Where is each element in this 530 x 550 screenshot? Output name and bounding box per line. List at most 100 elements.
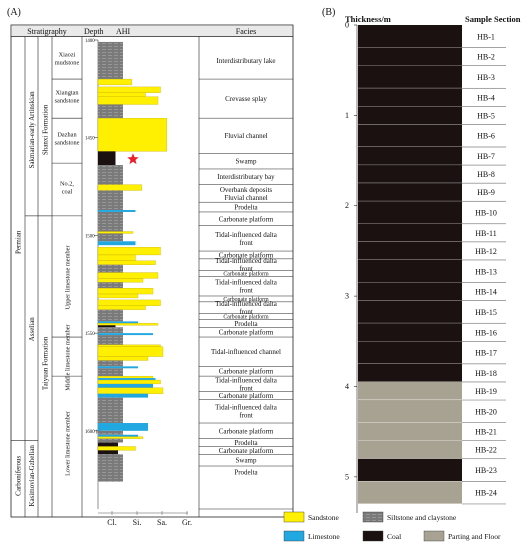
- facies-label: Swamp: [236, 457, 258, 465]
- grain-size-scale: Cl. Si. Sa. Gr.: [98, 511, 192, 527]
- sample-layer-coal: [358, 47, 462, 66]
- facies-label: Prodelta: [234, 468, 258, 476]
- member-label: Lower limestone member: [64, 410, 71, 476]
- lithology-column: [97, 41, 167, 482]
- sample-label: HB-1: [477, 32, 495, 41]
- sample-layer-coal: [358, 323, 462, 342]
- member-label: Xiangtan sandstone: [55, 90, 80, 105]
- legend-swatch-sandstone: [283, 511, 305, 523]
- facies-label: Interdistributary lake: [217, 57, 276, 65]
- sample-label: HB-22: [475, 446, 497, 455]
- sample-section-label: Sample Section: [465, 14, 521, 24]
- depth-tick-label: 1400: [85, 39, 95, 44]
- sample-layer-coal: [358, 363, 462, 382]
- header-facies: Facies: [236, 27, 256, 36]
- facies-label: Carbonate platform: [223, 271, 269, 278]
- facies-label: Tidal-influenced dalta front: [215, 231, 278, 247]
- system-label: Permian: [15, 230, 23, 254]
- facies-label: Tidal-influenced dalta front: [215, 404, 278, 420]
- lithology-bed-limestone: [98, 321, 138, 324]
- lithology-bed-sandstone: [97, 231, 134, 234]
- legend-swatch-coal: [362, 530, 384, 542]
- lithology-bed-sandstone: [97, 436, 144, 439]
- facies-label: Carbonate platform: [219, 392, 274, 400]
- lithology-bed-siltstone: [98, 190, 123, 211]
- lithology-bed-limestone: [98, 434, 138, 437]
- lithology-bed-limestone: [98, 393, 148, 398]
- sample-label: HB-11: [475, 229, 496, 238]
- depth-tick-label: 1550: [85, 332, 95, 337]
- sample-layer-coal: [358, 201, 462, 224]
- sample-layer-coal: [358, 223, 462, 242]
- lithology-bed-coal: [98, 450, 118, 455]
- sample-label: HB-13: [475, 267, 497, 276]
- lithology-bed-sandstone: [97, 254, 136, 261]
- lithology-bed-sandstone: [97, 260, 156, 265]
- sample-label: HB-23: [475, 466, 497, 475]
- sample-label: HB-2: [477, 53, 495, 62]
- panel-b-label: (B): [322, 7, 335, 18]
- header-stratigraphy: Stratigraphy: [27, 27, 67, 36]
- lithology-bed-sandstone: [97, 246, 161, 256]
- panel-a-frame: [10, 24, 294, 518]
- legend-swatch-siltstone: [362, 511, 384, 523]
- thickness-tick-label: 2: [345, 201, 349, 210]
- lithology-bed-limestone: [98, 333, 153, 336]
- sample-label: HB-17: [475, 349, 497, 358]
- facies-label: Crevasse splay: [225, 95, 267, 103]
- lithology-bed-siltstone: [98, 104, 123, 119]
- header-depth: Depth: [84, 27, 104, 36]
- sample-label: HB-12: [475, 247, 497, 256]
- header-ahi: AHI: [116, 27, 131, 36]
- sample-label: HB-8: [477, 170, 495, 179]
- thickness-tick-label: 1: [345, 111, 349, 120]
- member-label: Xiaozi mudstone: [55, 52, 80, 67]
- legend-swatch-parting: [423, 530, 445, 542]
- member-label: No.2, coal: [60, 180, 74, 195]
- legend: Sandstone Siltstone and claystone Limeston…: [283, 511, 501, 542]
- lithology-bed-sandstone: [97, 118, 167, 152]
- grain-gravel: Gr.: [182, 518, 192, 527]
- facies-label: Tidal-influenced dalta front: [215, 300, 278, 316]
- legend-label-sandstone: Sandstone: [308, 513, 340, 522]
- sample-layer-coal: [358, 183, 462, 202]
- stratigraphy-columns: Carboniferous Permian Kasimovian-Gzhelian A…: [11, 52, 82, 507]
- legend-swatch-limestone: [283, 530, 305, 542]
- facies-label: Carbonate platform: [219, 251, 274, 259]
- thickness-tick-label: 4: [345, 382, 349, 391]
- lithology-bed-sandstone: [97, 288, 154, 295]
- lithology-bed-siltstone: [98, 454, 123, 482]
- sample-label: HB-15: [475, 308, 497, 317]
- sample-layer-parting: [358, 440, 462, 459]
- formation-label: Taiyuan Formation: [42, 336, 50, 390]
- lithology-bed-siltstone: [98, 335, 123, 345]
- sample-label: HB-21: [475, 428, 497, 437]
- sample-layer-parting: [358, 400, 462, 423]
- facies-label: Prodelta: [234, 204, 258, 212]
- facies-label: Carbonate platform: [219, 447, 274, 455]
- lithology-bed-siltstone: [98, 41, 123, 80]
- lithology-bed-sandstone: [97, 323, 159, 326]
- stage-label: Asselian: [28, 317, 36, 342]
- lithology-bed-sandstone: [97, 92, 146, 97]
- lithology-bed-siltstone: [98, 211, 123, 232]
- facies-label: Tidal-influenced dalta front: [215, 279, 278, 295]
- lithology-bed-coal: [98, 325, 116, 328]
- lithology-bed-limestone: [98, 366, 138, 369]
- lithology-bed-coal: [98, 151, 116, 166]
- legend-label-parting: Parting and Floor: [448, 532, 501, 541]
- grain-clay: Cl.: [107, 518, 117, 527]
- sample-layer-coal: [358, 88, 462, 107]
- sample-layer-coal: [358, 147, 462, 166]
- sample-label: HB-18: [475, 369, 497, 378]
- lithology-bed-sandstone: [97, 379, 161, 385]
- lithology-bed-sandstone: [97, 293, 139, 299]
- sample-label: HB-7: [477, 152, 495, 161]
- thickness-label: Thickness/m: [345, 14, 391, 24]
- sample-label: HB-6: [477, 132, 495, 141]
- facies-label: Prodelta: [234, 320, 258, 328]
- thickness-tick-label: 0: [345, 21, 349, 30]
- lithology-bed-siltstone: [98, 165, 123, 185]
- sample-layer-coal: [358, 259, 462, 283]
- lithology-bed-siltstone: [98, 264, 123, 273]
